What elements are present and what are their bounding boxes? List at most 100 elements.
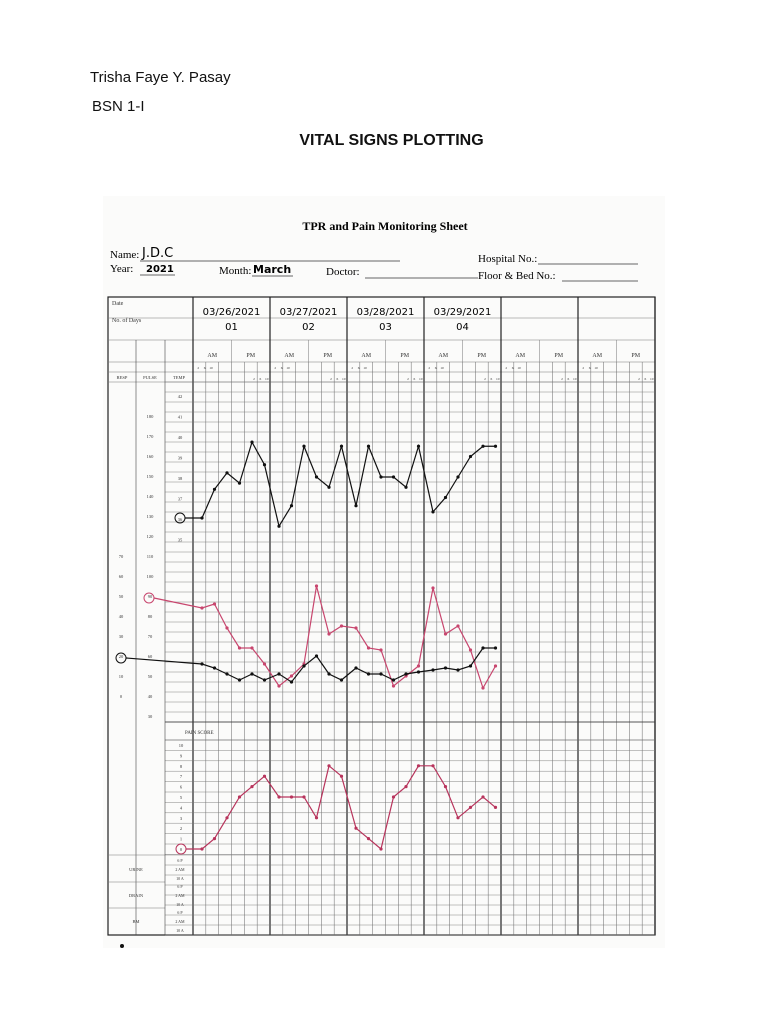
am-label: AM xyxy=(361,353,371,359)
pulse-point xyxy=(481,686,485,690)
resp-point xyxy=(250,672,254,676)
pulse-point xyxy=(327,632,331,636)
pulse-point xyxy=(366,646,371,650)
time-label: 2 xyxy=(582,366,584,370)
pulse-point xyxy=(277,684,281,688)
hospital-label: Hospital No.: xyxy=(478,253,537,265)
pain-point xyxy=(302,795,306,799)
pulse-point xyxy=(250,646,254,650)
temp-tick: 41 xyxy=(178,415,183,420)
time-label: 2 xyxy=(484,377,486,381)
resp-point xyxy=(212,666,217,670)
time-label: 6 xyxy=(645,377,647,381)
pulse-point xyxy=(443,632,448,636)
resp-tick: 50 xyxy=(119,594,124,599)
resp-point xyxy=(404,672,408,676)
pain-point xyxy=(225,816,229,820)
pulse-tick: 100 xyxy=(147,574,155,579)
pm-label: PM xyxy=(246,353,255,359)
resp-point xyxy=(277,672,281,676)
date-value: 03/27/2021 xyxy=(280,307,338,318)
resp-point xyxy=(262,678,267,682)
temp-point xyxy=(354,504,358,508)
resp-point xyxy=(456,668,460,672)
am-label: AM xyxy=(284,353,294,359)
date-label: Date xyxy=(112,301,124,307)
shift-label: 10 A xyxy=(176,928,184,933)
time-label: 6 xyxy=(435,366,437,370)
time-label: 6 xyxy=(414,377,416,381)
time-label: 2 xyxy=(274,366,276,370)
pulse-tick: 80 xyxy=(148,614,153,619)
resp-point xyxy=(431,668,435,672)
pulse-tick: 170 xyxy=(147,434,155,439)
chart-grid xyxy=(107,296,656,936)
resp-point xyxy=(481,646,485,650)
pulse-tick: 160 xyxy=(147,454,155,459)
pain-point xyxy=(250,785,254,789)
resp-point xyxy=(391,678,396,682)
pain-point xyxy=(468,805,473,810)
pulse-point xyxy=(225,626,229,630)
am-label: AM xyxy=(438,353,448,359)
shift-label: 2 AM xyxy=(175,893,185,898)
pain-point xyxy=(314,816,319,820)
time-label: 6 xyxy=(568,377,570,381)
pain-point xyxy=(391,795,396,799)
shift-label: 10 A xyxy=(176,876,184,881)
temp-point xyxy=(277,524,281,528)
temp-point xyxy=(314,475,319,479)
pulse-header: PULSE xyxy=(143,375,157,380)
resp-tick: 70 xyxy=(119,554,124,559)
time-label: 6 xyxy=(491,377,493,381)
time-label: 10 xyxy=(265,377,269,381)
pm-label: PM xyxy=(631,353,640,359)
am-label: AM xyxy=(207,353,217,359)
am-label: AM xyxy=(515,353,525,359)
resp-point xyxy=(289,680,294,684)
temp-tick: 39 xyxy=(178,456,183,461)
pain-point xyxy=(416,764,421,768)
pulse-point xyxy=(456,624,460,628)
pulse-point xyxy=(354,626,358,630)
pulse-point xyxy=(289,674,294,678)
pain-tick: 5 xyxy=(180,795,183,800)
resp-tick: 20 xyxy=(119,654,124,659)
temp-point xyxy=(212,487,217,491)
resp-point xyxy=(468,664,473,668)
date-value: 03/26/2021 xyxy=(203,307,261,318)
pain-point xyxy=(366,837,371,841)
resp-point xyxy=(314,654,319,658)
time-label: 6 xyxy=(260,377,262,381)
time-label: 10 xyxy=(363,366,367,370)
doctor-label: Doctor: xyxy=(326,266,360,278)
pain-tick: 3 xyxy=(180,816,183,821)
temp-point xyxy=(237,481,242,485)
temp-point xyxy=(379,475,383,479)
resp-point xyxy=(493,646,498,650)
day-number: 01 xyxy=(225,322,238,333)
pain-point xyxy=(339,774,344,778)
time-label: 2 xyxy=(561,377,563,381)
resp-tick: 60 xyxy=(119,574,124,579)
temp-point xyxy=(262,463,267,467)
resp-point xyxy=(416,670,421,674)
pulse-tick: 110 xyxy=(147,554,154,559)
pulse-tick: 150 xyxy=(147,474,155,479)
month-label: Month: xyxy=(219,265,251,277)
pain-point xyxy=(262,774,267,778)
temp-tick: 37 xyxy=(178,497,183,502)
time-label: 2 xyxy=(253,377,255,381)
year-value: 2021 xyxy=(146,264,174,275)
time-label: 6 xyxy=(337,377,339,381)
time-label: 6 xyxy=(204,366,206,370)
time-label: 6 xyxy=(512,366,514,370)
pulse-tick: 50 xyxy=(148,674,153,679)
pm-label: PM xyxy=(400,353,409,359)
resp-point xyxy=(443,666,448,670)
temp-point xyxy=(250,440,254,444)
pulse-point xyxy=(391,684,396,688)
pulse-point xyxy=(339,624,344,628)
month-value: March xyxy=(253,263,291,276)
resp-point xyxy=(237,678,242,682)
